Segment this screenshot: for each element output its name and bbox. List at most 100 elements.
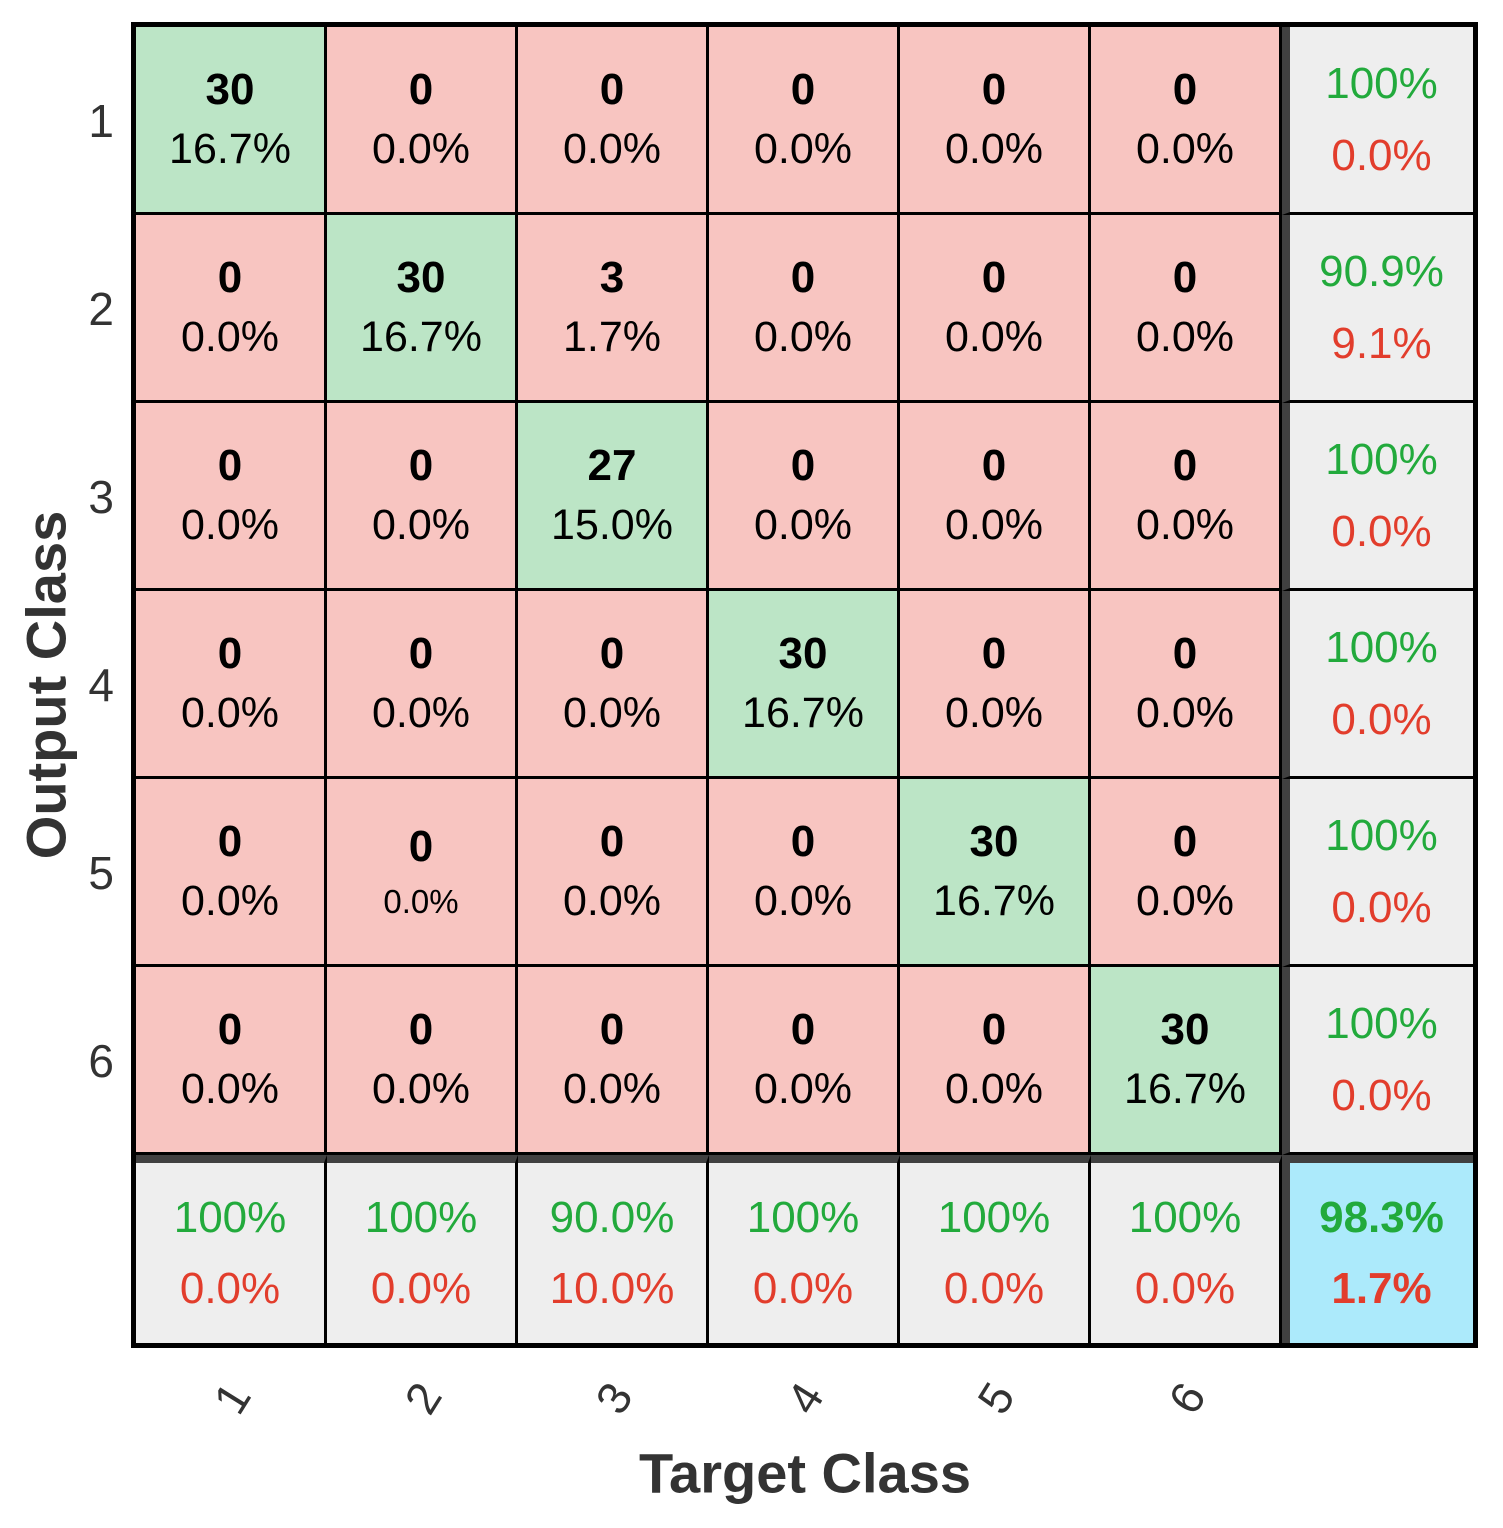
y-tick-label: 6 bbox=[88, 1035, 114, 1087]
matrix-cell-incorrect: 0 0.0% bbox=[518, 591, 709, 779]
matrix-cell-incorrect: 0 0.0% bbox=[136, 967, 327, 1155]
matrix-cell-correct: 30 16.7% bbox=[1091, 967, 1282, 1155]
cell-count: 30 bbox=[205, 64, 255, 114]
matrix-cell-incorrect: 0 0.0% bbox=[900, 967, 1091, 1155]
cell-count: 0 bbox=[1172, 440, 1198, 490]
cell-percent: 0.0% bbox=[944, 689, 1043, 738]
row-summary-cell: 100% 0.0% bbox=[1282, 779, 1473, 967]
row-summary-good-percent: 100% bbox=[1325, 811, 1438, 861]
matrix-cell-correct: 27 15.0% bbox=[518, 403, 709, 591]
row-summary-bad-percent: 9.1% bbox=[1331, 318, 1432, 368]
matrix-cell-incorrect: 0 0.0% bbox=[327, 27, 518, 215]
matrix-cell-incorrect: 0 0.0% bbox=[1091, 779, 1282, 967]
cell-count: 0 bbox=[599, 1004, 625, 1054]
cell-count: 0 bbox=[790, 816, 816, 866]
cell-count: 0 bbox=[217, 440, 243, 490]
cell-count: 0 bbox=[599, 64, 625, 114]
cell-percent: 0.0% bbox=[180, 689, 279, 738]
y-tick-label: 5 bbox=[88, 847, 114, 899]
cell-percent: 16.7% bbox=[360, 313, 482, 362]
column-summary-cell: 100% 0.0% bbox=[709, 1155, 900, 1343]
cell-percent: 16.7% bbox=[742, 689, 864, 738]
cell-percent: 0.0% bbox=[562, 877, 661, 926]
cell-percent: 0.0% bbox=[562, 689, 661, 738]
row-summary-bad-percent: 0.0% bbox=[1331, 506, 1432, 556]
cell-percent: 16.7% bbox=[169, 125, 291, 174]
cell-percent: 0.0% bbox=[944, 1065, 1043, 1114]
column-summary-bad-percent: 0.0% bbox=[179, 1264, 281, 1313]
cell-percent: 0.0% bbox=[1135, 877, 1234, 926]
cell-count: 0 bbox=[217, 816, 243, 866]
matrix-cell-incorrect: 0 0.0% bbox=[709, 215, 900, 403]
cell-percent: 0.0% bbox=[944, 501, 1043, 550]
matrix-cell-incorrect: 0 0.0% bbox=[327, 403, 518, 591]
y-tick-label: 1 bbox=[88, 95, 114, 147]
x-tick-label: 2 bbox=[393, 1373, 452, 1423]
x-axis-label: Target Class bbox=[639, 1441, 971, 1505]
cell-count: 0 bbox=[408, 628, 434, 678]
cell-percent: 0.0% bbox=[944, 313, 1043, 362]
cell-count: 0 bbox=[408, 64, 434, 114]
x-tick-label: 3 bbox=[584, 1373, 643, 1423]
column-summary-bad-percent: 0.0% bbox=[1134, 1264, 1236, 1313]
cell-percent: 15.0% bbox=[551, 501, 673, 550]
row-summary-cell: 100% 0.0% bbox=[1282, 27, 1473, 215]
cell-percent: 0.0% bbox=[180, 313, 279, 362]
cell-percent: 0.0% bbox=[753, 1065, 852, 1114]
y-tick-label: 2 bbox=[88, 283, 114, 335]
matrix-cell-correct: 30 16.7% bbox=[327, 215, 518, 403]
cell-count: 0 bbox=[1172, 816, 1198, 866]
column-summary-bad-percent: 0.0% bbox=[752, 1264, 854, 1313]
cell-percent: 0.0% bbox=[1135, 125, 1234, 174]
column-summary-cell: 100% 0.0% bbox=[900, 1155, 1091, 1343]
row-summary-good-percent: 100% bbox=[1325, 623, 1438, 673]
matrix-cell-incorrect: 0 0.0% bbox=[1091, 403, 1282, 591]
column-summary-good-percent: 100% bbox=[937, 1192, 1051, 1242]
matrix-cell-incorrect: 0 0.0% bbox=[518, 967, 709, 1155]
row-summary-cell: 100% 0.0% bbox=[1282, 967, 1473, 1155]
column-summary-bad-percent: 0.0% bbox=[943, 1264, 1045, 1313]
cell-percent: 0.0% bbox=[1135, 313, 1234, 362]
x-tick-label: 5 bbox=[966, 1373, 1025, 1423]
column-summary-good-percent: 100% bbox=[364, 1192, 478, 1242]
matrix-cell-incorrect: 0 0.0% bbox=[709, 779, 900, 967]
cell-count: 27 bbox=[587, 440, 637, 490]
cell-percent: 16.7% bbox=[933, 877, 1055, 926]
overall-error-percent: 1.7% bbox=[1331, 1264, 1432, 1313]
column-summary-good-percent: 100% bbox=[173, 1192, 287, 1242]
row-summary-good-percent: 90.9% bbox=[1319, 247, 1444, 297]
y-tick-label: 3 bbox=[88, 471, 114, 523]
row-summary-bad-percent: 0.0% bbox=[1331, 1070, 1432, 1120]
cell-percent: 0.0% bbox=[383, 882, 459, 920]
cell-count: 0 bbox=[408, 822, 434, 872]
cell-percent: 0.0% bbox=[562, 125, 661, 174]
cell-percent: 0.0% bbox=[371, 1065, 470, 1114]
cell-percent: 0.0% bbox=[753, 877, 852, 926]
cell-percent: 0.0% bbox=[180, 877, 279, 926]
column-summary-cell: 100% 0.0% bbox=[327, 1155, 518, 1343]
overall-accuracy-percent: 98.3% bbox=[1319, 1192, 1444, 1242]
cell-count: 0 bbox=[790, 64, 816, 114]
overall-accuracy-cell: 98.3% 1.7% bbox=[1282, 1155, 1473, 1343]
cell-count: 0 bbox=[1172, 628, 1198, 678]
cell-percent: 0.0% bbox=[753, 501, 852, 550]
cell-percent: 0.0% bbox=[753, 313, 852, 362]
matrix-cell-incorrect: 3 1.7% bbox=[518, 215, 709, 403]
cell-count: 3 bbox=[599, 252, 625, 302]
cell-count: 0 bbox=[408, 1004, 434, 1054]
matrix-cell-incorrect: 0 0.0% bbox=[1091, 591, 1282, 779]
column-summary-good-percent: 90.0% bbox=[549, 1192, 675, 1242]
row-summary-bad-percent: 0.0% bbox=[1331, 694, 1432, 744]
matrix-cell-incorrect: 0 0.0% bbox=[1091, 215, 1282, 403]
confusion-matrix-grid: 30 16.7% 0 0.0% 0 0.0% 0 0.0% 0 0.0% 0 0.0% 100% 0.0%… bbox=[131, 22, 1478, 1348]
matrix-cell-incorrect: 0 0.0% bbox=[518, 27, 709, 215]
matrix-cell-incorrect: 0 0.0% bbox=[900, 403, 1091, 591]
cell-count: 0 bbox=[599, 628, 625, 678]
cell-percent: 0.0% bbox=[753, 125, 852, 174]
matrix-cell-incorrect: 0 0.0% bbox=[136, 403, 327, 591]
matrix-cell-incorrect: 0 0.0% bbox=[709, 403, 900, 591]
cell-percent: 0.0% bbox=[562, 1065, 661, 1114]
cell-count: 0 bbox=[790, 252, 816, 302]
row-summary-good-percent: 100% bbox=[1325, 435, 1438, 485]
column-summary-bad-percent: 0.0% bbox=[370, 1264, 472, 1313]
